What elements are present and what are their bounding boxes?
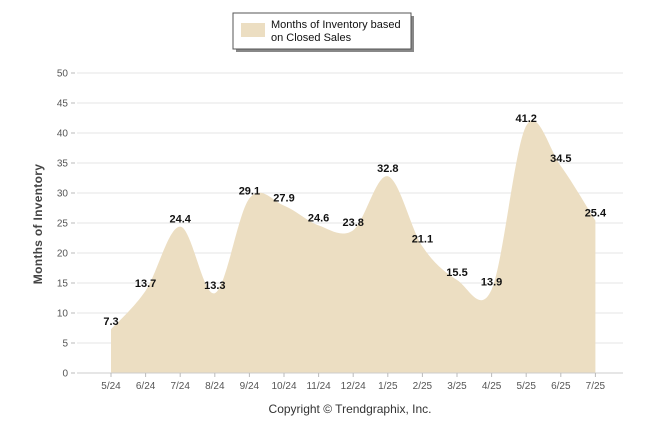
y-tick-label: 20 bbox=[57, 249, 69, 260]
data-label: 13.9 bbox=[481, 277, 502, 289]
y-tick-label: 50 bbox=[57, 69, 69, 80]
y-axis-ticks: 0 5 10 15 20 25 30 35 40 45 50 bbox=[57, 69, 75, 380]
y-tick-label: 10 bbox=[57, 309, 69, 320]
inventory-area-series bbox=[111, 120, 596, 374]
data-label: 21.1 bbox=[412, 233, 433, 245]
data-label: 13.3 bbox=[204, 280, 225, 292]
x-tick-label: 10/24 bbox=[271, 381, 296, 392]
legend-text-line-1: Months of Inventory based bbox=[271, 19, 401, 31]
x-tick-label: 1/25 bbox=[378, 381, 398, 392]
x-axis-ticks: 5/24 6/24 7/24 8/24 9/24 10/24 11/24 12/24 1/25 2… bbox=[101, 373, 606, 392]
y-tick-label: 45 bbox=[57, 99, 69, 110]
x-tick-label: 3/25 bbox=[447, 381, 467, 392]
data-label: 24.4 bbox=[169, 214, 191, 226]
y-tick-label: 25 bbox=[57, 219, 69, 230]
x-tick-label: 7/25 bbox=[586, 381, 606, 392]
y-tick-label: 30 bbox=[57, 189, 69, 200]
x-tick-label: 4/25 bbox=[482, 381, 502, 392]
data-label: 41.2 bbox=[515, 113, 536, 125]
data-label: 25.4 bbox=[585, 208, 607, 220]
data-label: 24.6 bbox=[308, 212, 329, 224]
data-label: 34.5 bbox=[550, 153, 571, 165]
x-tick-label: 2/25 bbox=[413, 381, 433, 392]
legend: Months of Inventory based on Closed Sale… bbox=[232, 12, 414, 52]
y-tick-label: 15 bbox=[57, 279, 69, 290]
x-tick-label: 9/24 bbox=[240, 381, 260, 392]
legend-swatch bbox=[241, 23, 265, 37]
x-tick-label: 11/24 bbox=[306, 381, 331, 392]
data-label: 15.5 bbox=[446, 267, 467, 279]
legend-text-line-2: on Closed Sales bbox=[271, 32, 352, 44]
copyright-text: Copyright © Trendgraphix, Inc. bbox=[269, 402, 432, 416]
x-tick-label: 5/24 bbox=[101, 381, 121, 392]
x-tick-label: 12/24 bbox=[341, 381, 366, 392]
data-label: 29.1 bbox=[239, 185, 260, 197]
x-tick-label: 6/25 bbox=[551, 381, 571, 392]
y-tick-label: 35 bbox=[57, 159, 69, 170]
data-label: 13.7 bbox=[135, 278, 156, 290]
y-tick-label: 40 bbox=[57, 129, 69, 140]
data-label: 32.8 bbox=[377, 163, 398, 175]
x-tick-label: 8/24 bbox=[205, 381, 225, 392]
x-tick-label: 7/24 bbox=[170, 381, 190, 392]
y-tick-label: 0 bbox=[62, 369, 68, 380]
data-label: 7.3 bbox=[103, 316, 118, 328]
x-tick-label: 6/24 bbox=[136, 381, 156, 392]
data-labels: 7.3 13.7 24.4 13.3 29.1 27.9 24.6 23.8 32.8 21.1 1… bbox=[103, 113, 607, 328]
x-tick-label: 5/25 bbox=[516, 381, 536, 392]
data-label: 27.9 bbox=[273, 193, 294, 205]
data-label: 23.8 bbox=[342, 217, 363, 229]
y-tick-label: 5 bbox=[62, 339, 68, 350]
y-axis-title: Months of Inventory bbox=[31, 164, 45, 284]
